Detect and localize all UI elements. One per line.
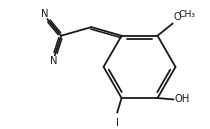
Text: I: I — [116, 118, 119, 128]
Text: O: O — [173, 12, 181, 22]
Text: OH: OH — [175, 94, 190, 104]
Text: N: N — [41, 9, 49, 19]
Text: CH₃: CH₃ — [179, 10, 196, 19]
Text: N: N — [50, 56, 58, 66]
